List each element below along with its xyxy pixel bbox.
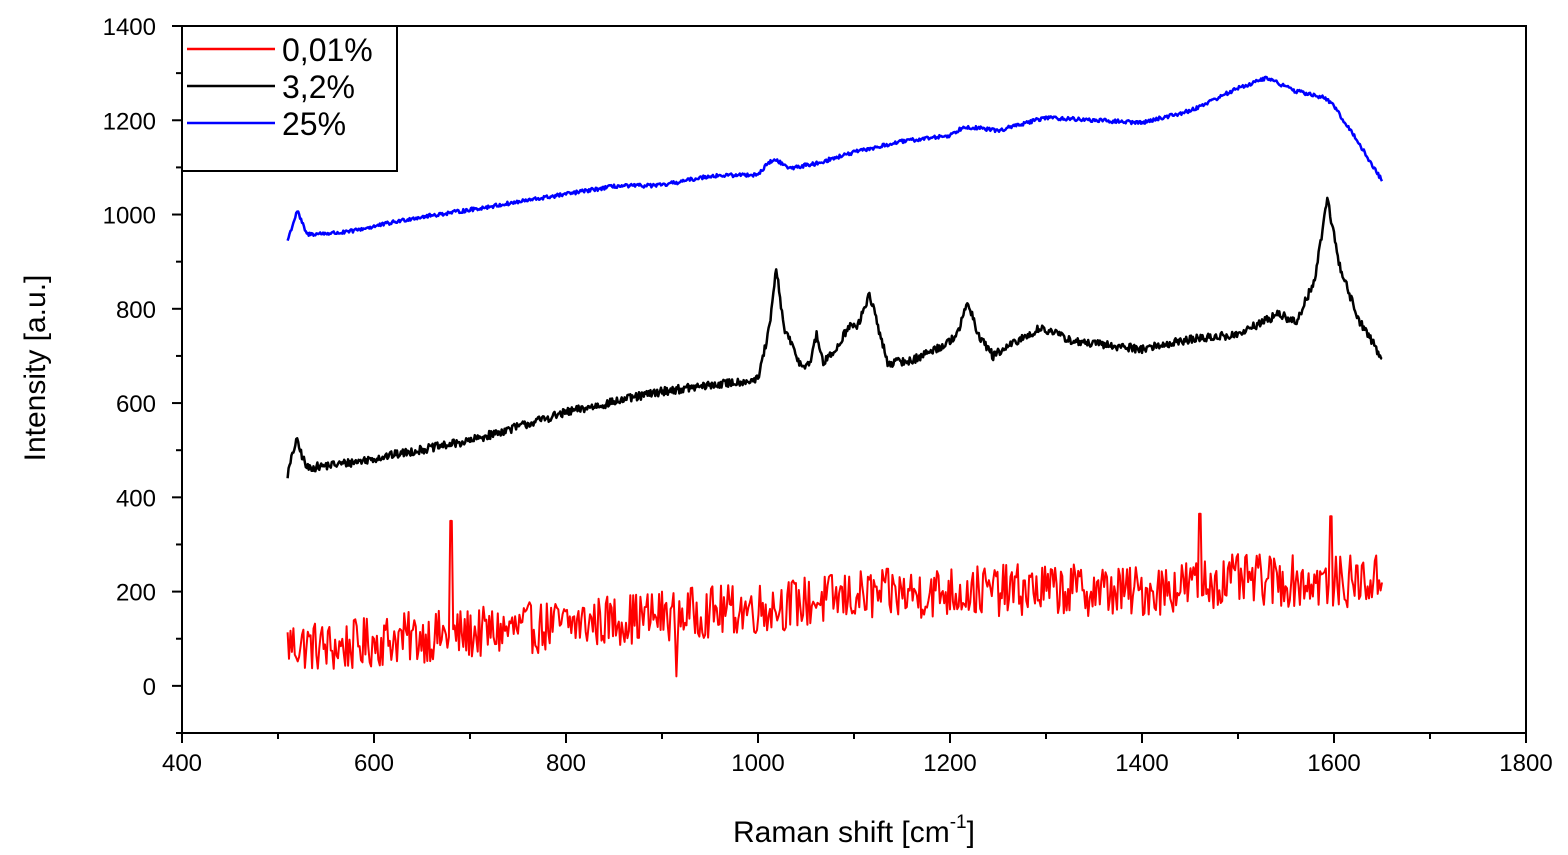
legend-label: 3,2% bbox=[282, 69, 355, 105]
legend: 0,01%3,2%25% bbox=[181, 25, 398, 172]
y-tick-label: 600 bbox=[116, 391, 156, 418]
x-tick-label: 1000 bbox=[731, 750, 784, 777]
x-tick-label: 400 bbox=[162, 750, 202, 777]
x-axis-title-suffix: ] bbox=[967, 816, 975, 849]
y-tick-label: 0 bbox=[143, 674, 156, 701]
x-tick-label: 1800 bbox=[1499, 750, 1552, 777]
y-tick-label: 1200 bbox=[103, 108, 156, 135]
x-tick-label: 800 bbox=[546, 750, 586, 777]
legend-label: 0,01% bbox=[282, 32, 373, 68]
y-tick-label: 200 bbox=[116, 580, 156, 607]
series-line-3 bbox=[286, 75, 1384, 242]
series-layer bbox=[286, 75, 1384, 678]
x-tick-label: 600 bbox=[354, 750, 394, 777]
legend-items: 0,01%3,2%25% bbox=[187, 32, 373, 142]
y-tick-label: 1400 bbox=[103, 14, 156, 41]
x-axis-title: Raman shift [cm-1] bbox=[733, 812, 975, 849]
y-axis: 0 200 400 600 800 1000 1200 1400 bbox=[103, 14, 182, 734]
y-axis-title: Intensity [a.u.] bbox=[19, 275, 52, 462]
x-axis-title-superscript: -1 bbox=[950, 812, 967, 833]
y-tick-label: 800 bbox=[116, 297, 156, 324]
y-tick-label: 1000 bbox=[103, 203, 156, 230]
x-axis-title-main: Raman shift [cm bbox=[733, 816, 950, 849]
series-line-1 bbox=[286, 512, 1383, 678]
x-axis: 400 600 800 1000 1200 1400 1600 1800 bbox=[162, 733, 1553, 777]
series-line-2 bbox=[286, 196, 1383, 479]
x-tick-label: 1200 bbox=[923, 750, 976, 777]
x-tick-label: 1600 bbox=[1307, 750, 1360, 777]
legend-label: 25% bbox=[282, 106, 346, 142]
y-tick-label: 400 bbox=[116, 485, 156, 512]
x-tick-label: 1400 bbox=[1115, 750, 1168, 777]
